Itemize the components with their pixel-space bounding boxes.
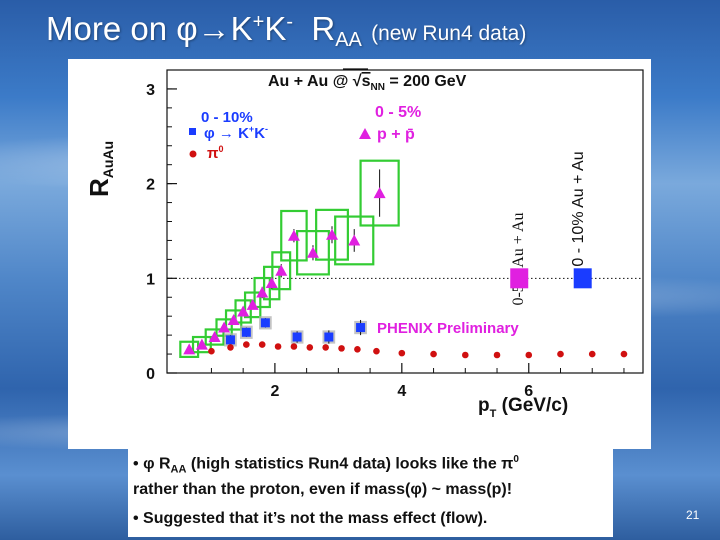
proton-point [287, 229, 300, 241]
y-tick-label: 2 [146, 177, 155, 194]
proton-sys-box [296, 230, 330, 276]
pi0-point [208, 347, 215, 355]
legend-phi-marker [189, 128, 196, 135]
phi-point [324, 332, 334, 342]
norm-label-0-10: 0 - 10% Au + Au [570, 151, 587, 266]
pi0-point [525, 351, 533, 359]
pi0-point [461, 351, 469, 359]
legend-pi0-label: π0 [207, 144, 224, 162]
pi0-point [274, 343, 282, 350]
pi0-point [227, 344, 234, 351]
proton-sys-box [334, 215, 375, 266]
pi0-point [354, 346, 361, 353]
proton-point [218, 321, 231, 333]
y-tick-label: 0 [146, 366, 155, 383]
legend-phi-label: φ → K+K- [204, 124, 268, 142]
caption-line-2: • Suggested that it’s not the mass effec… [133, 510, 488, 527]
pi0-point [430, 350, 437, 358]
legend-left-header: 0 - 10% [201, 109, 253, 126]
pi0-point [398, 349, 406, 357]
proton-point [256, 286, 269, 298]
pi0-point [620, 350, 628, 358]
pi0-point [373, 347, 380, 355]
x-tick-label: 6 [524, 383, 533, 400]
y-tick-label: 1 [146, 271, 155, 288]
proton-sys-box [280, 209, 308, 262]
phi-point [241, 327, 251, 337]
x-tick-label: 2 [270, 383, 279, 400]
y-axis-label: RAuAu [84, 141, 116, 197]
proton-sys-box [359, 159, 400, 227]
legend-proton-marker [359, 128, 371, 139]
proton-sys-box [243, 291, 262, 319]
phi-point [356, 323, 366, 333]
legend-proton-label: p + p̄ [377, 126, 415, 143]
proton-sys-box [224, 309, 243, 331]
legend-right-header: 0 - 5% [375, 104, 421, 121]
proton-point [246, 298, 259, 310]
pi0-point [588, 350, 596, 358]
pi0-point [243, 341, 250, 348]
proton-sys-box [204, 328, 225, 346]
proton-point [237, 305, 250, 317]
pi0-point [306, 344, 314, 351]
caption-box: • φ RAA (high statistics Run4 data) look… [128, 438, 613, 537]
page-number: 21 [686, 508, 700, 522]
chart-title: Au + Au @ √sNN = 200 GeV [268, 73, 467, 93]
proton-point [373, 187, 386, 199]
phi-point [260, 318, 270, 328]
caption-line-1: • φ RAA (high statistics Run4 data) look… [133, 454, 519, 498]
proton-point [208, 331, 221, 343]
pi0-point [258, 341, 266, 348]
pi0-point [290, 343, 298, 350]
pi0-point [322, 344, 329, 351]
raa-figure: Au + Au @ √sNN = 200 GeV RAuAu pT (GeV/c… [68, 59, 651, 449]
phi-point [292, 332, 302, 342]
x-tick-label: 4 [397, 383, 406, 400]
proton-sys-box [315, 208, 349, 261]
norm-label-0-5: 0-5% Au + Au [510, 212, 527, 305]
pi0-point [338, 345, 345, 352]
legend-pi0-marker [189, 150, 197, 158]
proton-point [265, 277, 278, 289]
proton-point [306, 246, 319, 258]
proton-point [348, 234, 361, 246]
slide-title: More on φ→K+K- RAA (new Run4 data) [46, 10, 527, 51]
raa-chart: Au + Au @ √sNN = 200 GeV RAuAu pT (GeV/c… [84, 68, 644, 420]
proton-point [183, 343, 196, 355]
legend-left: 0 - 10% φ → K+K- π0 [189, 109, 268, 162]
proton-point [275, 264, 288, 276]
proton-point [195, 338, 208, 350]
pi0-point [557, 350, 564, 358]
proton-point [227, 313, 240, 325]
proton-sys-box [253, 276, 271, 309]
pi0-point [493, 351, 501, 359]
legend-right: 0 - 5% p + p̄ [359, 104, 421, 143]
proton-sys-box [234, 299, 252, 324]
proton-point [326, 228, 339, 240]
norm-box-0-5 [510, 268, 529, 289]
norm-box-0-10 [573, 268, 592, 289]
phenix-preliminary: PHENIX Preliminary [377, 320, 519, 337]
x-axis-label: pT (GeV/c) [478, 395, 568, 420]
y-tick-label: 3 [146, 82, 155, 99]
phi-point [225, 335, 235, 345]
